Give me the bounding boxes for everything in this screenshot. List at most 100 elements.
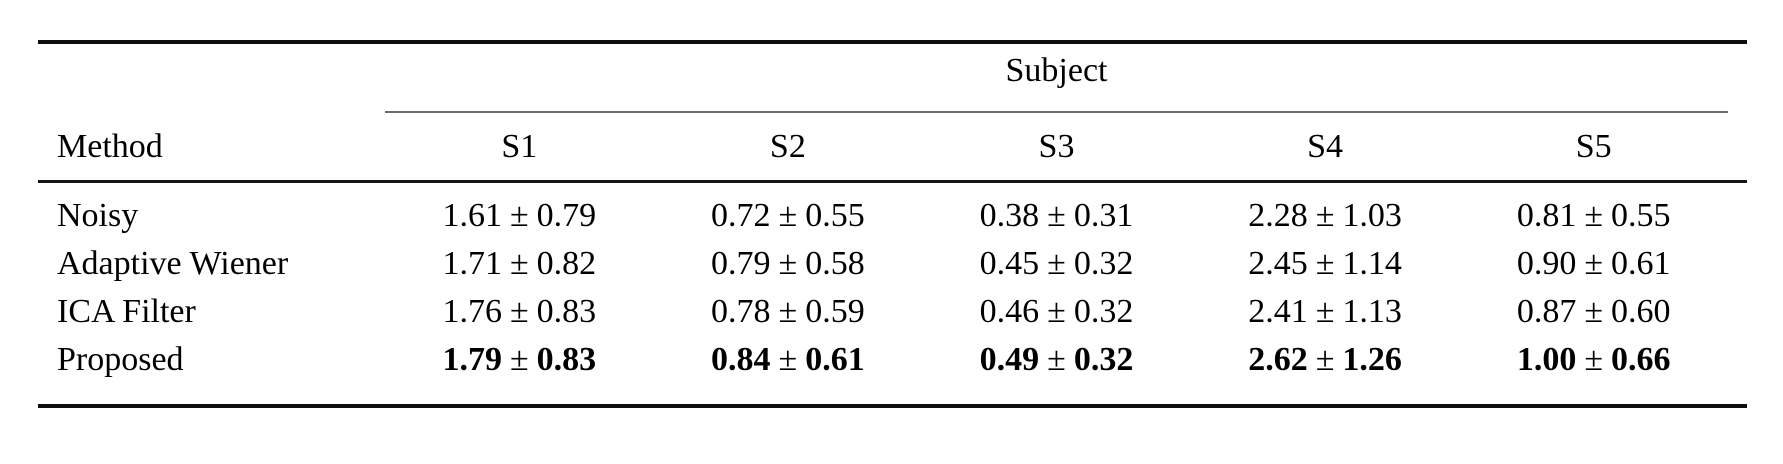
plus-minus-sign: ± [1315, 197, 1335, 234]
value-cell: 0.81 ±0.55 [1459, 195, 1728, 237]
std-value: 0.61 [1611, 245, 1671, 282]
std-value: 0.32 [1073, 245, 1134, 282]
value-cell: 0.38 ±0.31 [922, 195, 1191, 237]
method-column-header: Method [57, 127, 163, 165]
plus-minus-sign: ± [509, 341, 529, 378]
mean-value: 0.38 [979, 197, 1040, 234]
std-value: 0.82 [536, 245, 597, 282]
results-table: Subject Method S1 S2 S3 S4 S5 Noisy 1.61… [38, 0, 1747, 464]
std-value: 0.59 [805, 293, 865, 330]
mean-value: 2.41 [1248, 293, 1308, 330]
std-value: 0.61 [805, 341, 865, 378]
plus-minus-sign: ± [1584, 341, 1604, 378]
value-cell: 1.76 ±0.83 [385, 291, 654, 333]
plus-minus-sign: ± [1584, 245, 1604, 282]
column-header-s3: S3 [1038, 127, 1075, 165]
std-value: 0.79 [536, 197, 597, 234]
mean-value: 0.46 [979, 293, 1040, 330]
std-value: 0.58 [805, 245, 865, 282]
value-cell: 0.46 ±0.32 [922, 291, 1191, 333]
mean-value: 2.45 [1248, 245, 1308, 282]
plus-minus-sign: ± [1315, 245, 1335, 282]
plus-minus-sign: ± [509, 197, 529, 234]
plus-minus-sign: ± [778, 341, 798, 378]
std-value: 0.55 [805, 197, 865, 234]
table-row-adaptive-wiener: Adaptive Wiener 1.71 ±0.82 0.79 ±0.58 0.45… [38, 240, 1747, 288]
plus-minus-sign: ± [509, 245, 529, 282]
mean-value: 1.00 [1516, 341, 1577, 378]
value-cell: 0.49 ±0.32 [922, 339, 1191, 381]
plus-minus-sign: ± [1047, 245, 1066, 282]
value-cell: 0.84 ±0.61 [654, 339, 923, 381]
mean-value: 1.71 [442, 245, 502, 282]
value-cell: 0.79 ±0.58 [654, 243, 923, 285]
mean-value: 0.79 [711, 245, 771, 282]
value-cell: 1.79 ±0.83 [385, 339, 654, 381]
std-value: 0.55 [1611, 197, 1671, 234]
value-cell: 0.72 ±0.55 [654, 195, 923, 237]
header-divider-rule [38, 180, 1747, 183]
mean-value: 0.81 [1516, 197, 1577, 234]
mean-value: 1.79 [442, 341, 502, 378]
std-value: 0.31 [1073, 197, 1134, 234]
plus-minus-sign: ± [1315, 341, 1335, 378]
mean-value: 2.62 [1248, 341, 1308, 378]
table-row-ica-filter: ICA Filter 1.76 ±0.83 0.78 ±0.59 0.46 ±0.32… [38, 288, 1747, 336]
subject-underline-rule [385, 111, 1728, 113]
std-value: 1.26 [1342, 341, 1402, 378]
value-cell: 0.45 ±0.32 [922, 243, 1191, 285]
plus-minus-sign: ± [509, 293, 529, 330]
mean-value: 0.45 [979, 245, 1040, 282]
method-cell: Proposed [57, 341, 184, 378]
plus-minus-sign: ± [1315, 293, 1335, 330]
mean-value: 1.61 [442, 197, 502, 234]
value-cell: 2.62 ±1.26 [1191, 339, 1460, 381]
value-cell: 2.41 ±1.13 [1191, 291, 1460, 333]
std-value: 0.83 [536, 341, 597, 378]
std-value: 0.60 [1611, 293, 1671, 330]
method-cell: Adaptive Wiener [57, 245, 289, 282]
mean-value: 0.78 [711, 293, 771, 330]
std-value: 0.83 [536, 293, 597, 330]
value-cell: 0.87 ±0.60 [1459, 291, 1728, 333]
plus-minus-sign: ± [778, 197, 798, 234]
std-value: 1.14 [1342, 245, 1402, 282]
std-value: 0.32 [1073, 341, 1134, 378]
mean-value: 1.76 [442, 293, 502, 330]
table-body: Noisy 1.61 ±0.79 0.72 ±0.55 0.38 ±0.31 2.28… [38, 192, 1747, 384]
column-header-s5: S5 [1575, 127, 1612, 165]
table-row-noisy: Noisy 1.61 ±0.79 0.72 ±0.55 0.38 ±0.31 2.28… [38, 192, 1747, 240]
subject-group-header: Subject [1005, 52, 1108, 89]
value-cell: 0.78 ±0.59 [654, 291, 923, 333]
value-cell: 2.45 ±1.14 [1191, 243, 1460, 285]
mean-value: 0.84 [711, 341, 771, 378]
value-cell: 2.28 ±1.03 [1191, 195, 1460, 237]
std-value: 1.03 [1342, 197, 1402, 234]
table-header-row: Method S1 S2 S3 S4 S5 [38, 113, 1747, 180]
mean-value: 0.90 [1516, 245, 1577, 282]
table-bottom-rule [38, 404, 1747, 408]
mean-value: 0.49 [979, 341, 1040, 378]
std-value: 0.66 [1611, 341, 1671, 378]
table-row-proposed: Proposed 1.79 ±0.83 0.84 ±0.61 0.49 ±0.32 2… [38, 336, 1747, 384]
column-header-s2: S2 [769, 127, 806, 165]
plus-minus-sign: ± [1584, 293, 1604, 330]
value-cell: 1.61 ±0.79 [385, 195, 654, 237]
mean-value: 0.87 [1516, 293, 1577, 330]
column-header-s4: S4 [1307, 127, 1344, 165]
plus-minus-sign: ± [778, 245, 798, 282]
method-cell: ICA Filter [57, 293, 196, 330]
plus-minus-sign: ± [1047, 293, 1066, 330]
mean-value: 2.28 [1248, 197, 1308, 234]
table-top-rule [38, 40, 1747, 44]
mean-value: 0.72 [711, 197, 771, 234]
value-cell: 0.90 ±0.61 [1459, 243, 1728, 285]
plus-minus-sign: ± [778, 293, 798, 330]
std-value: 1.13 [1342, 293, 1402, 330]
plus-minus-sign: ± [1047, 341, 1066, 378]
column-header-s1: S1 [501, 127, 538, 165]
method-cell: Noisy [57, 197, 139, 234]
plus-minus-sign: ± [1047, 197, 1066, 234]
plus-minus-sign: ± [1584, 197, 1604, 234]
value-cell: 1.71 ±0.82 [385, 243, 654, 285]
